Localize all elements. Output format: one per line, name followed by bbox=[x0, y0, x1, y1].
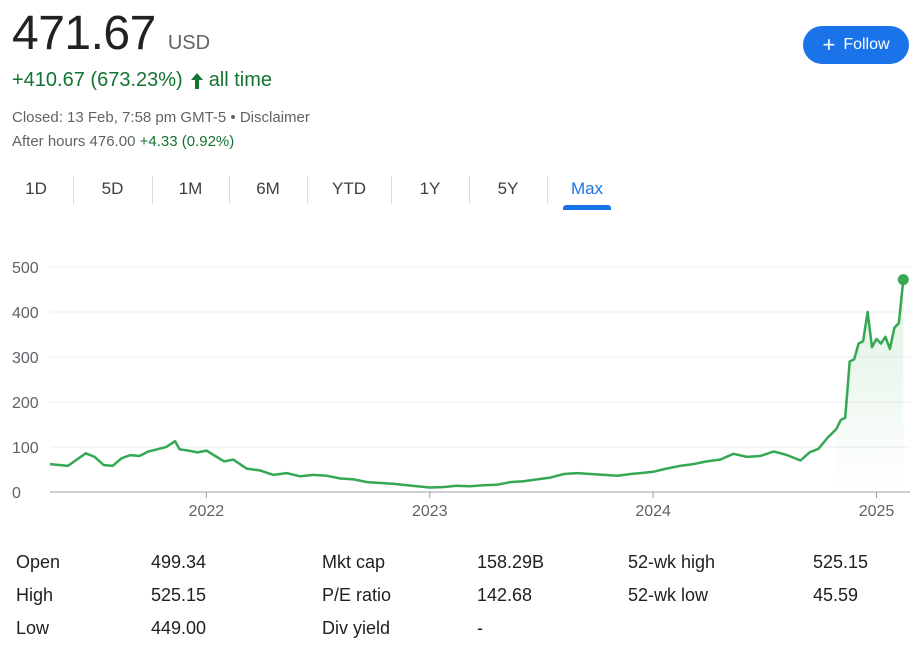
stat-high-value: 525.15 bbox=[151, 585, 207, 605]
stat-52wk-low-label: 52-wk low bbox=[628, 585, 709, 605]
stat-52wk-low-value: 45.59 bbox=[813, 585, 859, 605]
active-tab-indicator bbox=[563, 205, 611, 210]
stat-div-yield-value: - bbox=[477, 618, 483, 638]
current-price: 471.67 bbox=[12, 7, 156, 60]
stat-mktcap-value: 158.29B bbox=[477, 552, 545, 572]
y-axis-labels: 0 100 200 300 400 500 bbox=[12, 260, 39, 502]
tab-divider bbox=[229, 176, 230, 204]
tab-5d[interactable]: 5D bbox=[101, 179, 124, 198]
follow-button[interactable]: + Follow bbox=[803, 26, 909, 64]
y-tick-label: 300 bbox=[12, 350, 39, 367]
tab-divider bbox=[152, 176, 153, 204]
arrow-up-icon bbox=[189, 72, 205, 90]
tab-1m[interactable]: 1M bbox=[178, 179, 203, 198]
stat-high-label: High bbox=[16, 585, 54, 605]
y-tick-label: 100 bbox=[12, 440, 39, 457]
x-tick-label: 2023 bbox=[412, 503, 448, 520]
stat-52wk-high-label: 52-wk high bbox=[628, 552, 716, 572]
price-chart[interactable]: 0 100 200 300 400 500 2022 2023 2024 2025 bbox=[0, 240, 922, 530]
currency-label: USD bbox=[167, 32, 211, 54]
tab-5y[interactable]: 5Y bbox=[497, 179, 519, 198]
stats-row: Open 499.34 Mkt cap 158.29B 52-wk high 5… bbox=[16, 552, 916, 576]
tab-divider bbox=[547, 176, 548, 204]
price-change: +410.67 (673.23%) all time bbox=[12, 69, 272, 92]
stat-div-yield-label: Div yield bbox=[322, 618, 391, 638]
x-tick-label: 2022 bbox=[189, 503, 225, 520]
tab-divider bbox=[469, 176, 470, 204]
price-line bbox=[49, 279, 905, 489]
stat-open-label: Open bbox=[16, 552, 61, 572]
change-value: +410.67 (673.23%) bbox=[12, 69, 183, 91]
plus-icon: + bbox=[822, 32, 836, 57]
change-period: all time bbox=[208, 69, 273, 91]
price-area-fill bbox=[836, 279, 904, 492]
x-tick-label: 2024 bbox=[635, 503, 671, 520]
tab-divider bbox=[391, 176, 392, 204]
y-tick-label: 400 bbox=[12, 305, 39, 322]
x-axis-labels: 2022 2023 2024 2025 bbox=[189, 492, 895, 520]
tab-1y[interactable]: 1Y bbox=[419, 179, 441, 198]
tab-max[interactable]: Max bbox=[570, 179, 604, 198]
follow-label: Follow bbox=[843, 36, 890, 53]
stat-open-value: 499.34 bbox=[151, 552, 207, 572]
closed-info: Closed: 13 Feb, 7:58 pm GMT-5 • Disclaim… bbox=[12, 109, 310, 126]
tab-divider bbox=[73, 176, 74, 204]
y-tick-label: 500 bbox=[12, 260, 39, 277]
tab-ytd[interactable]: YTD bbox=[332, 179, 366, 198]
y-tick-label: 200 bbox=[12, 395, 39, 412]
stats-row: Low 449.00 Div yield - bbox=[16, 618, 916, 642]
tab-1d[interactable]: 1D bbox=[25, 179, 47, 198]
after-hours-change: +4.33 (0.92%) bbox=[139, 133, 235, 150]
tab-divider bbox=[307, 176, 308, 204]
price-header: 471.67 USD bbox=[12, 6, 210, 61]
stat-low-label: Low bbox=[16, 618, 50, 638]
tab-6m[interactable]: 6M bbox=[256, 179, 280, 198]
chart-gridlines bbox=[50, 266, 910, 493]
stat-52wk-high-value: 525.15 bbox=[813, 552, 869, 572]
stat-pe-label: P/E ratio bbox=[322, 585, 392, 605]
last-price-dot bbox=[897, 274, 909, 286]
stat-pe-value: 142.68 bbox=[477, 585, 533, 605]
stat-mktcap-label: Mkt cap bbox=[322, 552, 386, 572]
after-hours-label: After hours 476.00 bbox=[12, 133, 136, 150]
stats-row: High 525.15 P/E ratio 142.68 52-wk low 4… bbox=[16, 585, 916, 609]
after-hours-info: After hours 476.00 +4.33 (0.92%) bbox=[12, 133, 234, 150]
x-tick-label: 2025 bbox=[859, 503, 895, 520]
time-range-tabs: 1D 5D 1M 6M YTD 1Y 5Y Max bbox=[0, 174, 640, 210]
y-tick-label: 0 bbox=[12, 485, 21, 502]
stat-low-value: 449.00 bbox=[151, 618, 207, 638]
